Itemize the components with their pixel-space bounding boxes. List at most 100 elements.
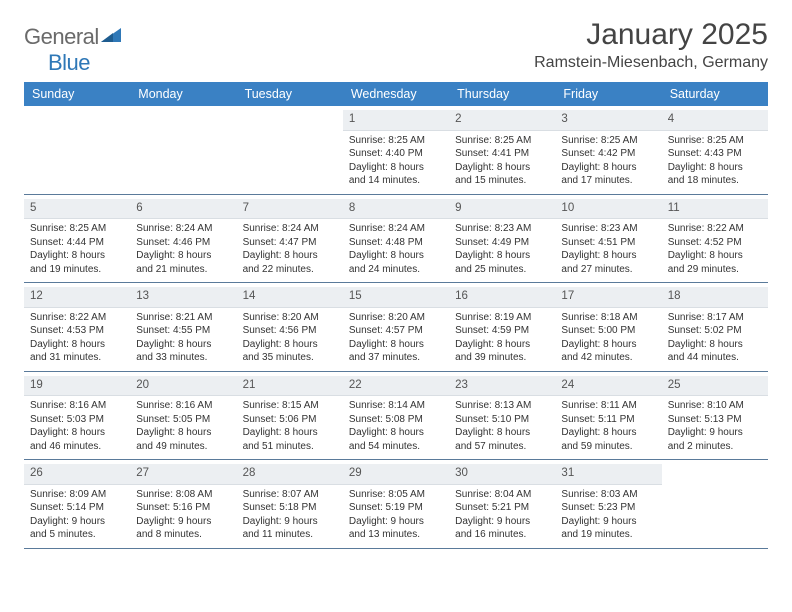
- month-title: January 2025: [534, 18, 768, 52]
- day-number: 15: [343, 287, 449, 308]
- sunrise-text: Sunrise: 8:16 AM: [136, 399, 230, 413]
- sunset-text: Sunset: 5:05 PM: [136, 413, 230, 427]
- sunrise-text: Sunrise: 8:25 AM: [455, 134, 549, 148]
- day-cell: 17Sunrise: 8:18 AMSunset: 5:00 PMDayligh…: [555, 283, 661, 371]
- sunrise-text: Sunrise: 8:24 AM: [349, 222, 443, 236]
- day-number: 16: [449, 287, 555, 308]
- sunrise-text: Sunrise: 8:15 AM: [243, 399, 337, 413]
- sunrise-text: Sunrise: 8:20 AM: [243, 311, 337, 325]
- day-cell: 25Sunrise: 8:10 AMSunset: 5:13 PMDayligh…: [662, 372, 768, 460]
- sunrise-text: Sunrise: 8:18 AM: [561, 311, 655, 325]
- day-number: 24: [555, 376, 661, 397]
- weekday-friday: Friday: [555, 82, 661, 106]
- sunset-text: Sunset: 4:48 PM: [349, 236, 443, 250]
- sunset-text: Sunset: 4:56 PM: [243, 324, 337, 338]
- day-number: 1: [343, 110, 449, 131]
- day-number: 28: [237, 464, 343, 485]
- day-cell: 30Sunrise: 8:04 AMSunset: 5:21 PMDayligh…: [449, 460, 555, 548]
- daylight-text: Daylight: 8 hours and 49 minutes.: [136, 426, 230, 453]
- day-cell: 5Sunrise: 8:25 AMSunset: 4:44 PMDaylight…: [24, 195, 130, 283]
- day-cell: [237, 106, 343, 194]
- sunrise-text: Sunrise: 8:20 AM: [349, 311, 443, 325]
- calendar-page: General Blue January 2025 Ramstein-Miese…: [0, 0, 792, 549]
- day-cell: 22Sunrise: 8:14 AMSunset: 5:08 PMDayligh…: [343, 372, 449, 460]
- day-number: 20: [130, 376, 236, 397]
- day-cell: 10Sunrise: 8:23 AMSunset: 4:51 PMDayligh…: [555, 195, 661, 283]
- day-cell: 19Sunrise: 8:16 AMSunset: 5:03 PMDayligh…: [24, 372, 130, 460]
- sunrise-text: Sunrise: 8:09 AM: [30, 488, 124, 502]
- sunset-text: Sunset: 4:59 PM: [455, 324, 549, 338]
- day-cell: 20 Sunrise: 8:16 AMSunset: 5:05 PMDayligh…: [130, 372, 236, 460]
- daylight-text: Daylight: 8 hours and 22 minutes.: [243, 249, 337, 276]
- sunset-text: Sunset: 5:06 PM: [243, 413, 337, 427]
- sunset-text: Sunset: 5:00 PM: [561, 324, 655, 338]
- day-cell: 26Sunrise: 8:09 AMSunset: 5:14 PMDayligh…: [24, 460, 130, 548]
- day-cell: 16Sunrise: 8:19 AMSunset: 4:59 PMDayligh…: [449, 283, 555, 371]
- sunrise-text: Sunrise: 8:25 AM: [30, 222, 124, 236]
- sunrise-text: Sunrise: 8:24 AM: [243, 222, 337, 236]
- weekday-saturday: Saturday: [662, 82, 768, 106]
- sunrise-text: Sunrise: 8:03 AM: [561, 488, 655, 502]
- daylight-text: Daylight: 8 hours and 57 minutes.: [455, 426, 549, 453]
- daylight-text: Daylight: 9 hours and 11 minutes.: [243, 515, 337, 542]
- sunset-text: Sunset: 4:47 PM: [243, 236, 337, 250]
- daylight-text: Daylight: 8 hours and 17 minutes.: [561, 161, 655, 188]
- sunset-text: Sunset: 4:53 PM: [30, 324, 124, 338]
- day-number: 25: [662, 376, 768, 397]
- weekday-thursday: Thursday: [449, 82, 555, 106]
- day-number: 5: [24, 199, 130, 220]
- logo-triangle-icon: [101, 22, 121, 48]
- daylight-text: Daylight: 8 hours and 19 minutes.: [30, 249, 124, 276]
- week-row: 12Sunrise: 8:22 AMSunset: 4:53 PMDayligh…: [24, 283, 768, 372]
- day-cell: 29Sunrise: 8:05 AMSunset: 5:19 PMDayligh…: [343, 460, 449, 548]
- daylight-text: Daylight: 8 hours and 15 minutes.: [455, 161, 549, 188]
- day-number: 14: [237, 287, 343, 308]
- sunrise-text: Sunrise: 8:07 AM: [243, 488, 337, 502]
- calendar: SundayMondayTuesdayWednesdayThursdayFrid…: [24, 82, 768, 549]
- sunrise-text: Sunrise: 8:23 AM: [455, 222, 549, 236]
- daylight-text: Daylight: 8 hours and 18 minutes.: [668, 161, 762, 188]
- sunrise-text: Sunrise: 8:16 AM: [30, 399, 124, 413]
- logo-word2: Blue: [24, 50, 90, 75]
- daylight-text: Daylight: 8 hours and 24 minutes.: [349, 249, 443, 276]
- sunrise-text: Sunrise: 8:04 AM: [455, 488, 549, 502]
- day-number: 17: [555, 287, 661, 308]
- daylight-text: Daylight: 9 hours and 19 minutes.: [561, 515, 655, 542]
- daylight-text: Daylight: 8 hours and 31 minutes.: [30, 338, 124, 365]
- title-block: January 2025 Ramstein-Miesenbach, German…: [534, 18, 768, 72]
- week-row: 19Sunrise: 8:16 AMSunset: 5:03 PMDayligh…: [24, 372, 768, 461]
- logo-text: General Blue: [24, 22, 121, 76]
- sunrise-text: Sunrise: 8:11 AM: [561, 399, 655, 413]
- page-header: General Blue January 2025 Ramstein-Miese…: [24, 18, 768, 76]
- day-cell: 6Sunrise: 8:24 AMSunset: 4:46 PMDaylight…: [130, 195, 236, 283]
- location: Ramstein-Miesenbach, Germany: [534, 54, 768, 72]
- sunrise-text: Sunrise: 8:24 AM: [136, 222, 230, 236]
- daylight-text: Daylight: 8 hours and 59 minutes.: [561, 426, 655, 453]
- weekday-header: SundayMondayTuesdayWednesdayThursdayFrid…: [24, 82, 768, 106]
- daylight-text: Daylight: 8 hours and 21 minutes.: [136, 249, 230, 276]
- sunset-text: Sunset: 4:57 PM: [349, 324, 443, 338]
- sunset-text: Sunset: 5:18 PM: [243, 501, 337, 515]
- sunrise-text: Sunrise: 8:19 AM: [455, 311, 549, 325]
- day-number: 4: [662, 110, 768, 131]
- sunrise-text: Sunrise: 8:13 AM: [455, 399, 549, 413]
- sunset-text: Sunset: 4:43 PM: [668, 147, 762, 161]
- sunset-text: Sunset: 5:13 PM: [668, 413, 762, 427]
- sunset-text: Sunset: 4:40 PM: [349, 147, 443, 161]
- sunset-text: Sunset: 5:11 PM: [561, 413, 655, 427]
- day-number: 26: [24, 464, 130, 485]
- week-row: 26Sunrise: 8:09 AMSunset: 5:14 PMDayligh…: [24, 460, 768, 549]
- day-cell: 3Sunrise: 8:25 AMSunset: 4:42 PMDaylight…: [555, 106, 661, 194]
- day-number: 6: [130, 199, 236, 220]
- sunset-text: Sunset: 5:10 PM: [455, 413, 549, 427]
- daylight-text: Daylight: 9 hours and 8 minutes.: [136, 515, 230, 542]
- day-number: 9: [449, 199, 555, 220]
- daylight-text: Daylight: 8 hours and 14 minutes.: [349, 161, 443, 188]
- daylight-text: Daylight: 8 hours and 33 minutes.: [136, 338, 230, 365]
- daylight-text: Daylight: 8 hours and 25 minutes.: [455, 249, 549, 276]
- daylight-text: Daylight: 9 hours and 2 minutes.: [668, 426, 762, 453]
- day-number: 29: [343, 464, 449, 485]
- daylight-text: Daylight: 9 hours and 13 minutes.: [349, 515, 443, 542]
- sunset-text: Sunset: 5:02 PM: [668, 324, 762, 338]
- day-number: 27: [130, 464, 236, 485]
